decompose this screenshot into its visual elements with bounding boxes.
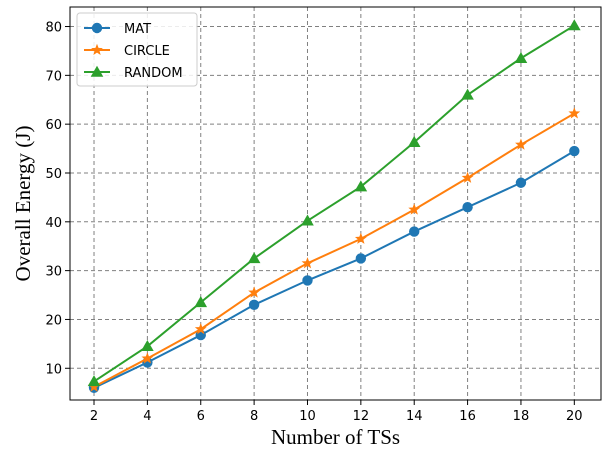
data-point-circle <box>301 257 314 269</box>
series-line-circle <box>93 112 575 388</box>
data-point-random <box>301 214 314 226</box>
data-point-random <box>461 88 474 100</box>
y-tick-label: 60 <box>45 118 62 133</box>
y-tick-label: 10 <box>45 362 62 377</box>
x-tick-label: 6 <box>197 409 205 424</box>
data-point-random <box>354 180 368 192</box>
data-point-random <box>194 296 208 308</box>
y-tick-label: 40 <box>45 216 62 231</box>
y-tick-label: 70 <box>45 69 62 84</box>
legend-entry-random: RANDOM <box>84 65 183 81</box>
x-tick-label: 16 <box>459 409 476 424</box>
x-tick-label: 14 <box>406 409 423 424</box>
data-point-circle <box>141 352 154 364</box>
data-point-mat <box>248 299 260 311</box>
legend-box <box>76 12 198 87</box>
series-layer <box>87 19 581 393</box>
data-point-circle <box>354 232 367 244</box>
x-tick-label: 2 <box>90 409 98 424</box>
series-random <box>87 19 581 387</box>
data-point-circle <box>515 138 527 150</box>
data-point-circle <box>461 171 474 183</box>
series-mat <box>88 145 580 393</box>
data-point-mat <box>302 275 313 286</box>
data-point-random <box>247 252 261 264</box>
x-tick-label: 20 <box>566 409 583 424</box>
y-tick-label: 30 <box>45 265 62 280</box>
data-point-mat <box>409 226 420 237</box>
series-line-mat <box>93 150 575 389</box>
data-point-circle <box>194 323 207 335</box>
data-point-mat <box>355 253 367 264</box>
legend-marker <box>90 65 104 77</box>
x-tick-label: 18 <box>513 409 530 424</box>
legend-label: RANDOM <box>124 66 183 81</box>
data-point-random <box>568 19 581 31</box>
data-point-random <box>514 51 528 63</box>
data-point-circle <box>88 380 100 392</box>
data-point-random <box>87 375 101 387</box>
data-point-mat <box>515 177 527 188</box>
data-point-random <box>141 339 154 352</box>
y-tick-label: 50 <box>45 167 62 182</box>
y-tick-label: 80 <box>45 21 62 36</box>
legend-entry-mat: MAT <box>84 22 151 37</box>
axis-ticks: 2 4 6 8 10 12 14 16 18 20 10 20 30 40 50 60 70 80 <box>45 21 582 424</box>
data-point-circle <box>568 107 581 119</box>
x-tick-label: 4 <box>143 409 151 424</box>
legend-label: CIRCLE <box>124 44 170 59</box>
legend-label: MAT <box>124 22 151 37</box>
legend-marker <box>91 22 103 34</box>
data-point-mat <box>569 145 580 157</box>
x-tick-label: 10 <box>299 409 316 424</box>
legend-marker <box>91 43 103 56</box>
y-tick-label: 20 <box>45 313 62 328</box>
data-point-circle <box>408 203 421 215</box>
series-line-random <box>93 24 575 383</box>
plot-frame <box>69 6 602 401</box>
x-tick-label: 12 <box>353 409 370 424</box>
series-circle <box>88 107 581 392</box>
legend-entry-circle: CIRCLE <box>84 43 170 59</box>
data-point-mat <box>462 201 473 213</box>
data-point-circle <box>248 286 261 298</box>
x-axis-title: Number of TSs <box>271 425 400 449</box>
data-point-random <box>407 135 421 147</box>
y-axis-title: Overall Energy (J) <box>11 126 35 282</box>
legend: MAT CIRCLE RANDOM <box>76 12 198 87</box>
x-tick-label: 8 <box>250 409 258 424</box>
